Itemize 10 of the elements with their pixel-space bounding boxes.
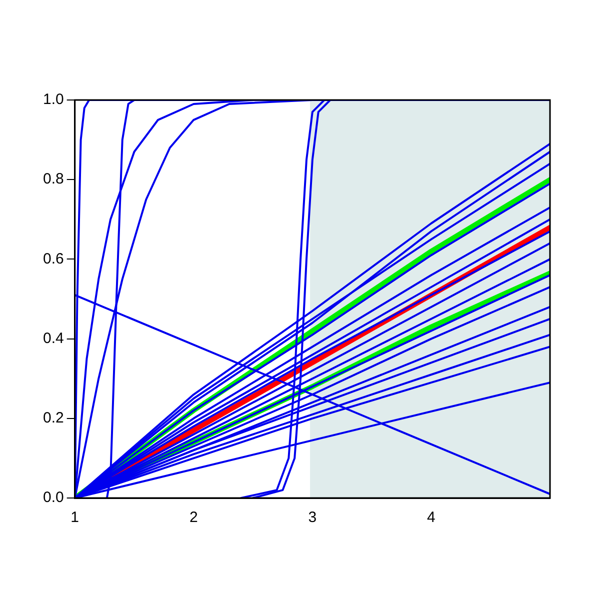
- y-tick-label: 0.4: [42, 330, 64, 347]
- y-tick-label: 0.6: [42, 250, 64, 268]
- y-tick-label: 1.0: [42, 91, 64, 108]
- x-tick-label: 3: [308, 509, 317, 526]
- x-tick-label: 1: [70, 509, 80, 526]
- x-tick-label: 2: [189, 509, 198, 526]
- y-tick-label: 0.8: [42, 170, 64, 188]
- x-tick-label: 4: [427, 509, 436, 526]
- y-tick-label: 0.2: [42, 410, 64, 427]
- y-tick-label: 0.0: [42, 489, 64, 506]
